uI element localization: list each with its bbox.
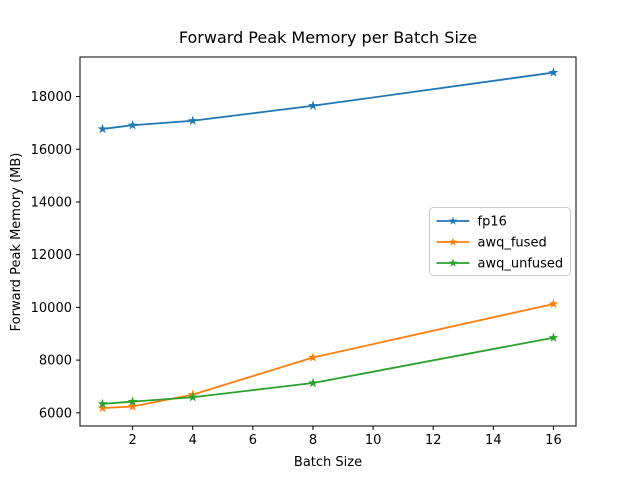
x-tick-label: 16 xyxy=(545,433,562,448)
series-line-awq_unfused xyxy=(101,336,555,405)
data-point-awq_unfused xyxy=(97,398,108,409)
x-tick-label: 14 xyxy=(485,433,502,448)
data-point-awq_unfused xyxy=(187,392,198,402)
x-tick-label: 4 xyxy=(189,433,197,448)
axes-spines xyxy=(79,56,577,427)
legend-label-fp16: fp16 xyxy=(478,215,507,230)
data-point-fp16 xyxy=(548,67,559,77)
x-tick-label: 12 xyxy=(425,433,442,448)
x-tick-label: 2 xyxy=(128,433,136,448)
plot-area: 2 4 6 8 10 12 14 16 6000 8000 10000 12000 14000 16000… xyxy=(31,56,577,448)
legend-marker-fp16 xyxy=(448,216,458,225)
y-tick-label: 14000 xyxy=(31,195,72,210)
data-point-fp16 xyxy=(127,120,138,130)
y-axis-label: Forward Peak Memory (MB) xyxy=(9,153,24,332)
data-point-awq_unfused xyxy=(308,377,318,388)
legend-marker-awq_fused xyxy=(448,237,458,246)
data-point-fp16 xyxy=(97,123,108,134)
x-axis-label: Batch Size xyxy=(294,455,362,470)
x-tick-label: 8 xyxy=(309,433,317,448)
data-point-awq_fused xyxy=(548,298,559,309)
data-point-awq_unfused xyxy=(548,332,559,342)
y-tick-label: 12000 xyxy=(31,248,72,263)
y-tick-label: 16000 xyxy=(31,143,72,158)
data-point-awq_fused xyxy=(127,401,138,411)
legend-label-awq_fused: awq_fused xyxy=(478,236,547,251)
legend-marker-awq_unfused xyxy=(448,258,458,267)
y-tick-label: 18000 xyxy=(31,90,72,105)
legend-label-awq_unfused: awq_unfused xyxy=(478,257,564,272)
x-tick-label: 10 xyxy=(365,433,382,448)
y-tick-label: 10000 xyxy=(31,301,72,316)
y-tick-label: 6000 xyxy=(39,406,72,421)
legend: fp16 awq_fused awq_unfused xyxy=(429,207,571,276)
chart-title: Forward Peak Memory per Batch Size xyxy=(179,28,477,47)
series-line-awq_fused xyxy=(101,303,555,409)
y-tick-label: 8000 xyxy=(39,354,72,369)
series-line-fp16 xyxy=(101,71,555,130)
data-point-fp16 xyxy=(308,100,318,110)
data-point-awq_fused xyxy=(308,352,318,362)
data-point-awq_fused xyxy=(97,402,108,413)
x-tick-label: 6 xyxy=(249,433,257,448)
data-point-awq_unfused xyxy=(127,396,138,406)
legend-box xyxy=(429,207,571,276)
data-point-fp16 xyxy=(187,115,198,125)
